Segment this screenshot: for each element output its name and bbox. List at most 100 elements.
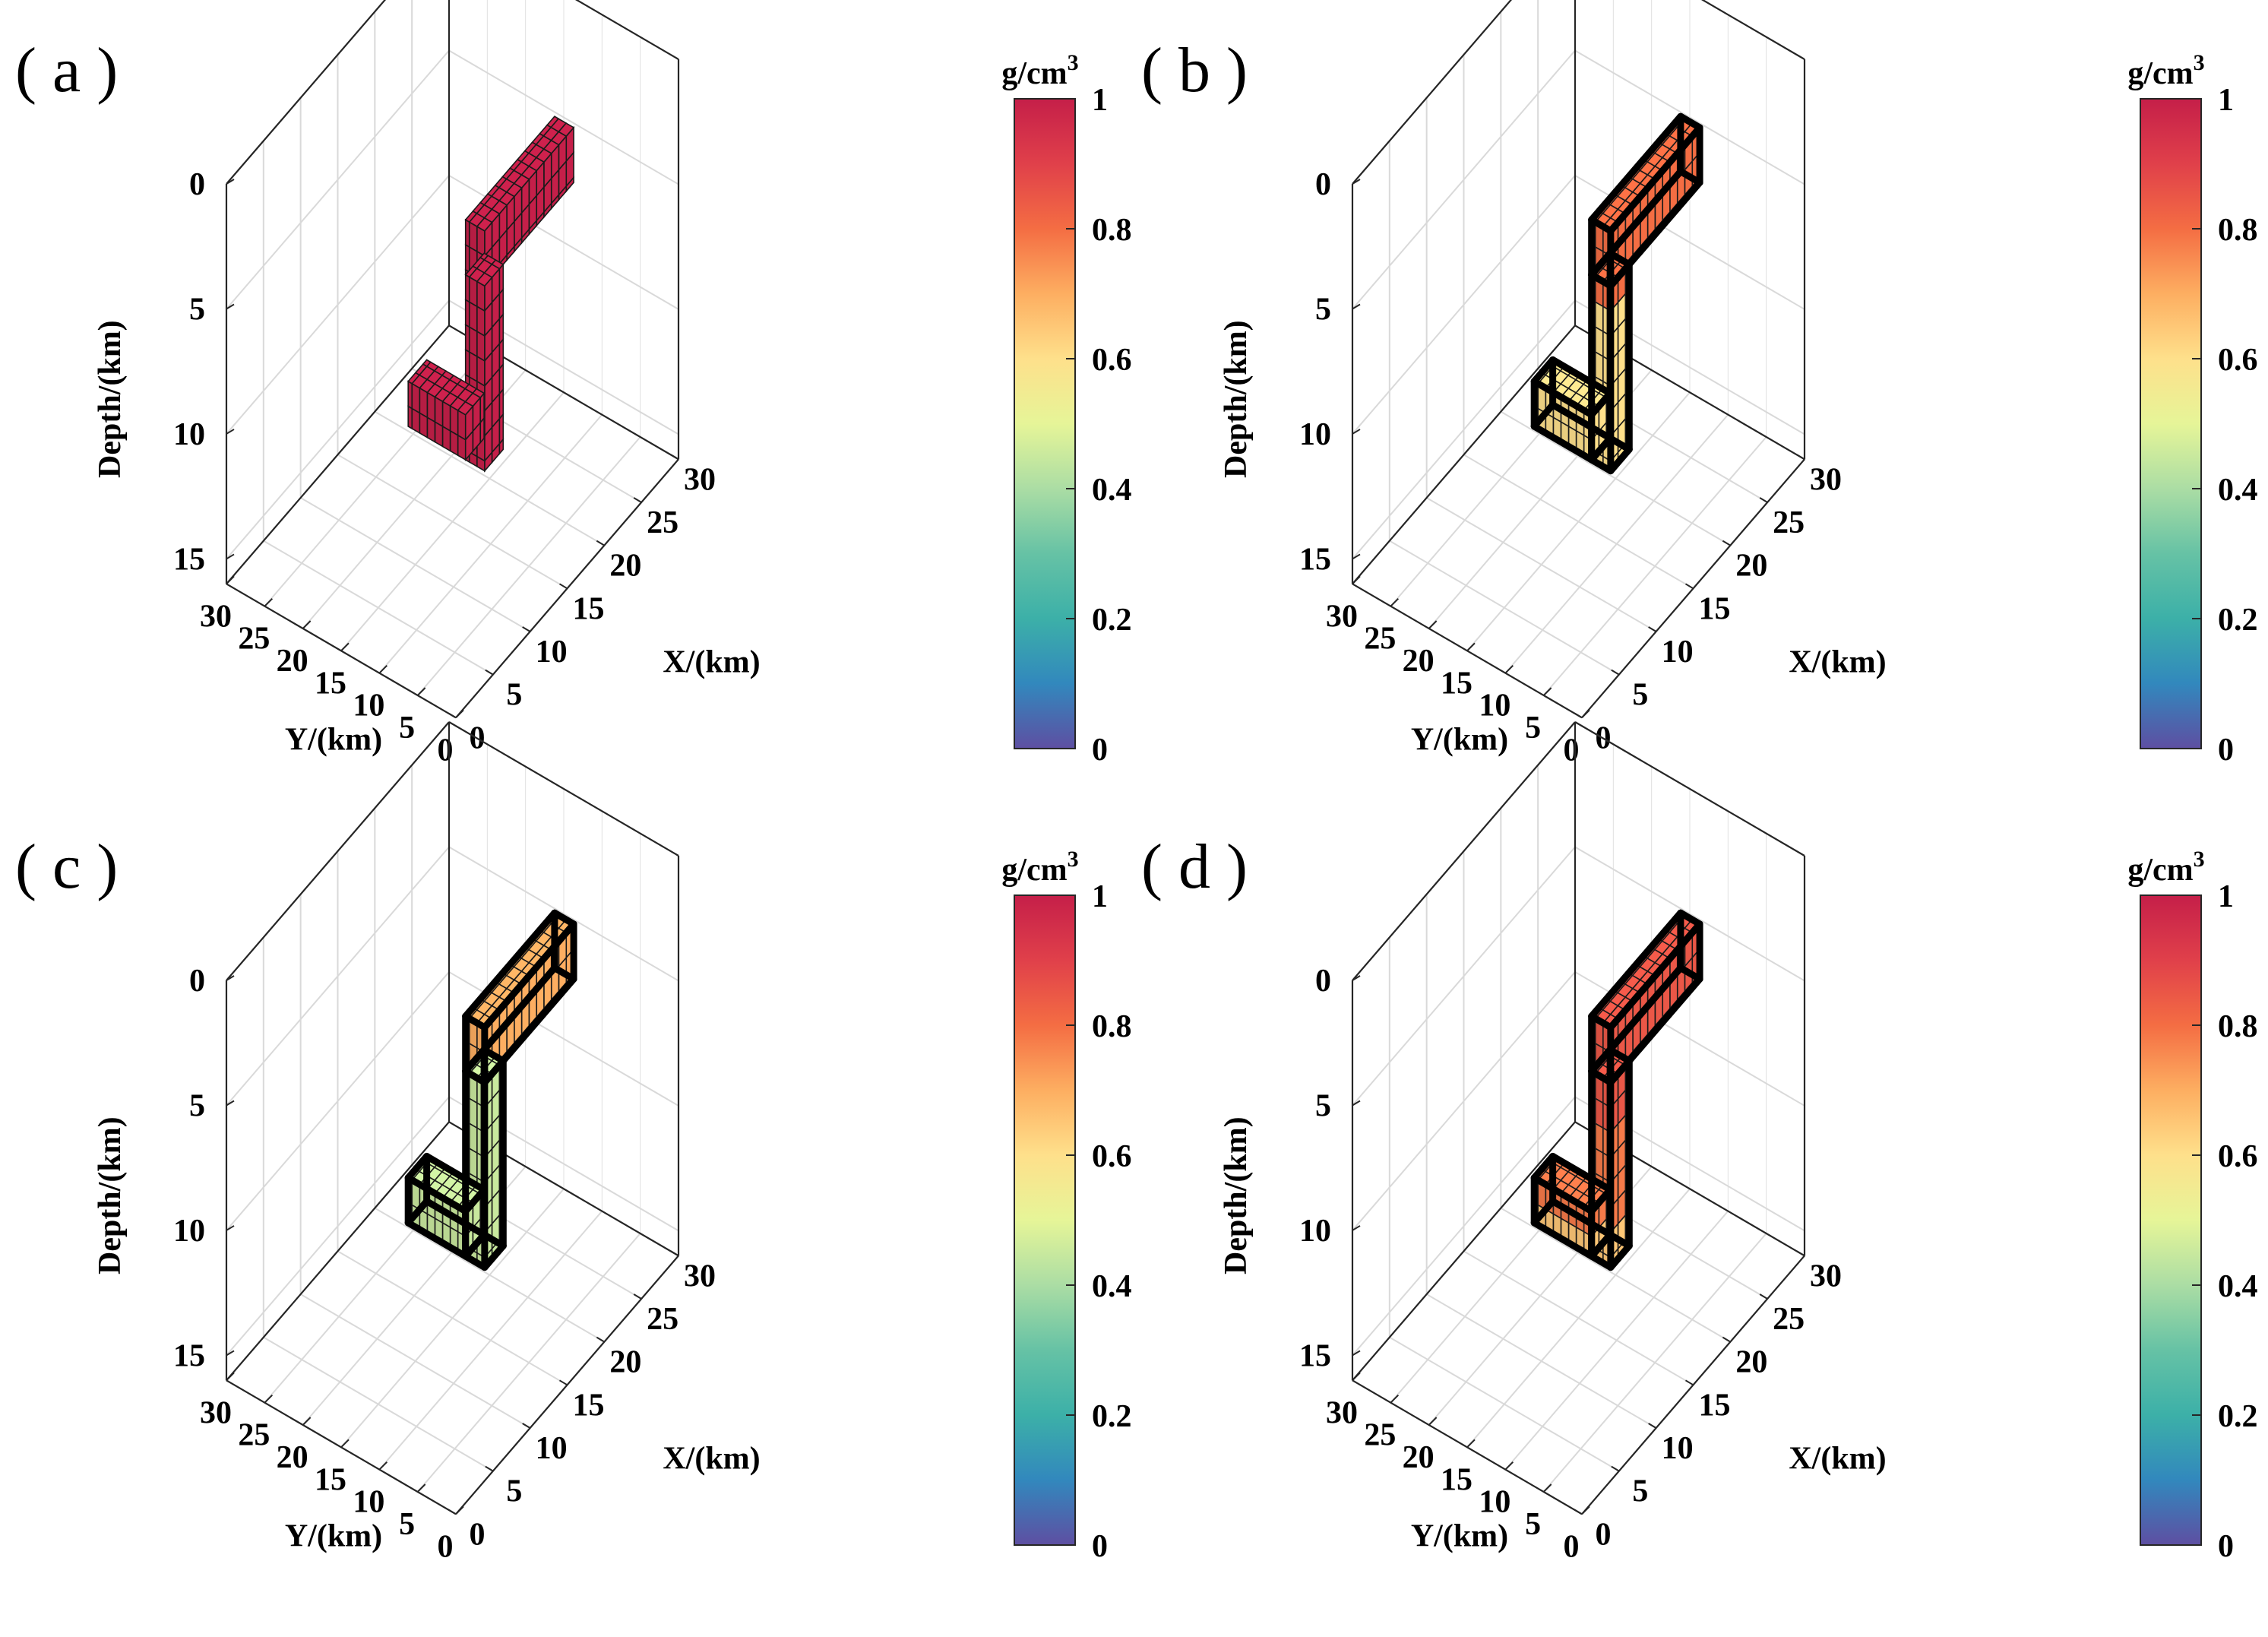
grid-line [1466,1188,1691,1448]
tick-mark [264,597,274,607]
colorbar-tick-label: 1 [1092,879,1108,914]
x-axis-label: X/(km) [1789,644,1886,679]
tick-mark [558,1379,568,1386]
x-axis-label: X/(km) [1789,1441,1886,1476]
x-tick-label: 5 [506,1474,522,1509]
y-tick-label: 30 [200,599,232,634]
tick-mark [1504,1461,1514,1471]
colorbar-tick-label: 0.8 [2218,1009,2258,1044]
outline-edge [1549,1152,1614,1193]
y-tick-label: 30 [200,1395,232,1430]
y-tick-label: 0 [1564,733,1580,768]
x-tick-label: 10 [1662,635,1694,670]
grid-line [1352,299,1576,560]
grid-line [226,49,450,310]
x-tick-label: 15 [1699,591,1731,626]
tick-mark [448,1509,457,1515]
voxel-face [441,425,451,452]
colorbar-unit: g/cm3 [2127,50,2204,91]
x-tick-label: 25 [647,1302,679,1337]
y-tick-label: 0 [1564,1529,1580,1564]
y-tick-label: 5 [399,711,415,746]
x-tick-label: 5 [1632,678,1648,713]
grid-line [1542,436,1767,696]
y-tick-label: 5 [399,1507,415,1542]
tick-mark [226,1100,235,1107]
tick-mark [1684,1379,1694,1386]
colorbar-tick-label: 0.4 [2218,473,2258,508]
tick-mark [1574,1509,1583,1515]
tick-mark [302,1417,312,1426]
colorbar-unit-superscript: 3 [1068,50,1079,75]
grid-line [1574,49,1805,185]
tick-mark [485,1465,494,1472]
y-tick-label: 0 [438,733,454,768]
tick-mark [378,1461,388,1471]
tick-mark [1466,642,1476,652]
tick-mark [448,712,457,719]
outline-edge [462,909,558,1020]
tick-mark [596,1336,605,1343]
outline-edge [1549,1198,1614,1239]
colorbar-tick-label: 0.8 [2218,213,2258,248]
tick-mark [1722,1336,1731,1343]
x-tick-label: 30 [1810,1259,1842,1293]
grid-line [340,391,565,651]
panel-label: ( c ) [15,831,118,902]
tick-mark [1390,597,1400,607]
grid-line [1352,49,1576,310]
voxel-face [546,116,560,128]
outline-edge [1530,1219,1596,1260]
tick-mark [340,1439,350,1449]
x-tick-label: 15 [573,1388,605,1423]
tick-mark [1796,1250,1805,1257]
tick-mark [1542,687,1552,696]
colorbar-tick-label: 0.6 [2218,1139,2258,1174]
colorbar-unit: g/cm3 [1001,50,1078,91]
x-tick-label: 15 [573,591,605,626]
tick-mark [226,429,235,435]
colorbar-tick-label: 0.4 [2218,1269,2258,1304]
grid-line [1352,1096,1576,1357]
y-tick-label: 15 [315,1462,346,1497]
x-tick-label: 10 [536,635,568,670]
tick-mark [1352,1100,1361,1107]
y-tick-label: 0 [438,1529,454,1564]
grid-line [1504,1210,1729,1471]
tick-mark [455,709,464,719]
x-tick-label: 30 [1810,462,1842,497]
colorbar-tick-label: 1 [2218,83,2234,118]
tick-mark [340,642,350,652]
panel-label: ( a ) [15,35,118,106]
colorbar [2140,894,2202,1546]
depth-tick-label: 5 [189,292,205,327]
y-tick-label: 25 [1364,1418,1396,1453]
tick-mark [226,575,235,585]
y-tick-label: 5 [1525,711,1541,746]
voxel-body [1533,912,1701,1269]
tick-mark [1352,1350,1361,1357]
tick-mark [226,553,235,560]
tick-mark [1352,303,1361,310]
colorbar [2140,98,2202,749]
voxel-face [464,348,470,378]
tick-mark [226,179,235,185]
x-tick-label: 10 [536,1431,568,1466]
axis-edge [574,0,679,60]
x-tick-label: 20 [609,549,641,584]
tick-mark [226,1225,235,1231]
tick-mark [558,583,568,590]
grid-line [378,413,603,674]
y-tick-label: 20 [277,1440,308,1475]
voxel-face [464,323,470,353]
y-tick-label: 20 [1403,644,1435,679]
tick-mark [302,620,312,629]
x-tick-label: 25 [1773,505,1805,540]
axis-edge [448,721,679,856]
true-model-outline [1530,112,1703,475]
tick-mark [596,540,605,546]
axis-edge [1352,325,1576,585]
tick-mark [1352,179,1361,185]
